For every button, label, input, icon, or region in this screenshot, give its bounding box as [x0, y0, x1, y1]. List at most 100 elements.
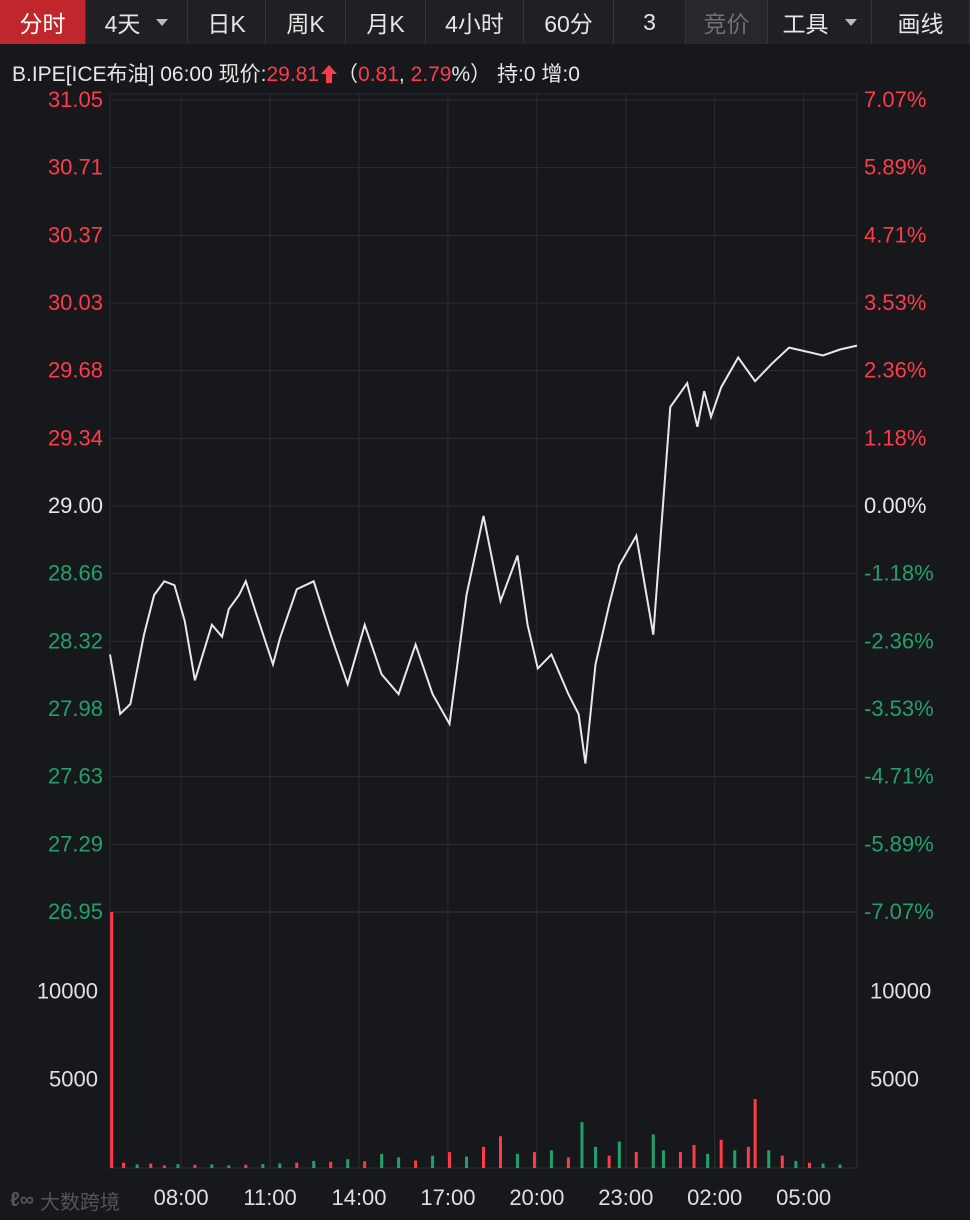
volume-bar	[329, 1161, 333, 1168]
up-arrow-icon	[321, 65, 338, 83]
right-percent-tick: 3.53%	[864, 290, 926, 315]
time-tick: 20:00	[509, 1185, 564, 1210]
watermark-logo: ℓ∞	[10, 1189, 35, 1211]
volume-bar	[176, 1164, 180, 1168]
time-tick: 02:00	[687, 1185, 742, 1210]
right-percent-tick: 5.89%	[864, 155, 926, 180]
current-price: 29.81	[266, 63, 320, 86]
tab-3[interactable]: 周K	[266, 0, 346, 44]
price-line	[109, 344, 858, 764]
volume-bar	[549, 1150, 553, 1168]
tab-7[interactable]: 3	[614, 0, 686, 44]
right-percent-tick: -1.18%	[864, 561, 934, 586]
right-percent-tick: -5.89%	[864, 831, 934, 856]
volume-bar	[661, 1150, 665, 1168]
volume-bar	[448, 1152, 452, 1168]
left-price-tick: 31.05	[48, 87, 103, 112]
tab-label: 画线	[897, 11, 944, 37]
volume-bar	[719, 1139, 723, 1168]
volume-bar	[295, 1162, 299, 1168]
volume-bar	[651, 1134, 655, 1168]
volume-bar	[532, 1152, 536, 1168]
right-percent-tick: -2.36%	[864, 628, 934, 653]
volume-bar	[780, 1155, 784, 1168]
right-percent-tick: -4.71%	[864, 764, 934, 789]
volume-bar	[312, 1160, 316, 1168]
chevron-down-icon	[844, 18, 857, 26]
percent-change: 2.79	[410, 63, 452, 86]
volume-bar	[122, 1162, 126, 1168]
left-price-tick: 28.32	[48, 628, 103, 653]
left-price-tick: 27.98	[48, 696, 103, 721]
volume-tick-left: 5000	[49, 1067, 98, 1092]
volume-bar	[149, 1163, 153, 1168]
left-price-tick: 30.71	[48, 155, 103, 180]
volume-bar	[733, 1150, 737, 1168]
close-paren: %）	[451, 63, 492, 86]
volume-bar	[515, 1153, 519, 1168]
left-price-tick: 28.66	[48, 561, 103, 586]
volume-bar	[363, 1161, 367, 1168]
volume-bar	[821, 1163, 825, 1168]
right-percent-tick: 1.18%	[864, 425, 926, 450]
tab-label: 4天	[104, 11, 141, 37]
volume-bar	[678, 1152, 682, 1168]
increase-count: 增:0	[541, 63, 580, 86]
volume-bar	[210, 1164, 214, 1168]
right-percent-tick: 0.00%	[864, 493, 926, 518]
right-percent-tick: 7.07%	[864, 87, 926, 112]
left-price-tick: 26.95	[48, 899, 103, 924]
time-tick: 14:00	[331, 1185, 386, 1210]
tab-0[interactable]: 分时	[0, 0, 86, 44]
volume-bar	[566, 1157, 570, 1168]
volume-bar	[193, 1164, 197, 1168]
tab-label: 分时	[19, 11, 66, 37]
time-tick: 17:00	[420, 1185, 475, 1210]
period-toolbar: 分时 4天 日K 周K 月K 4小时 60分 3 竞价 工具 画线	[0, 0, 970, 44]
tab-6[interactable]: 60分	[524, 0, 614, 44]
volume-bar	[498, 1136, 502, 1168]
volume-bar	[244, 1164, 248, 1168]
left-price-tick: 29.68	[48, 358, 103, 383]
watermark-text: 大数跨境	[40, 1192, 121, 1214]
tab-8[interactable]: 竞价	[686, 0, 768, 44]
tab-5[interactable]: 4小时	[426, 0, 524, 44]
left-price-tick: 29.34	[48, 425, 103, 450]
right-percent-tick: 2.36%	[864, 358, 926, 383]
volume-bar	[594, 1146, 598, 1168]
tab-1[interactable]: 4天	[86, 0, 188, 44]
right-percent-tick: -7.07%	[864, 899, 934, 924]
volume-bar	[431, 1155, 435, 1168]
time-tick: 11:00	[243, 1185, 296, 1210]
tab-10[interactable]: 画线	[872, 0, 970, 44]
open-paren: （	[337, 63, 359, 86]
hold-count: 持:0	[497, 63, 536, 86]
price-change: 0.81	[358, 63, 399, 86]
time-tick: 23:00	[598, 1185, 653, 1210]
volume-tick-right: 5000	[870, 1067, 919, 1092]
volume-bar	[162, 1165, 166, 1168]
tab-label: 日K	[207, 11, 246, 37]
volume-bar	[692, 1145, 696, 1168]
volume-bar	[261, 1164, 265, 1168]
tab-4[interactable]: 月K	[346, 0, 426, 44]
tab-label: 60分	[544, 11, 593, 37]
volume-bar	[227, 1165, 231, 1168]
volume-bar	[794, 1160, 798, 1168]
time-tick: 05:00	[776, 1185, 831, 1210]
price-label: 现价:	[218, 63, 267, 86]
tab-2[interactable]: 日K	[188, 0, 266, 44]
volume-bar	[465, 1156, 469, 1168]
volume-bar	[634, 1152, 638, 1168]
tab-label: 工具	[782, 11, 829, 37]
tab-label: 月K	[366, 11, 405, 37]
tab-label: 4小时	[445, 11, 504, 37]
volume-bar	[706, 1153, 710, 1168]
volume-bar	[278, 1163, 282, 1168]
tab-label: 周K	[286, 11, 325, 37]
tab-9[interactable]: 工具	[768, 0, 872, 44]
plot-frame	[109, 93, 858, 1169]
volume-tick-right: 10000	[870, 978, 931, 1003]
volume-bar	[753, 1099, 757, 1168]
